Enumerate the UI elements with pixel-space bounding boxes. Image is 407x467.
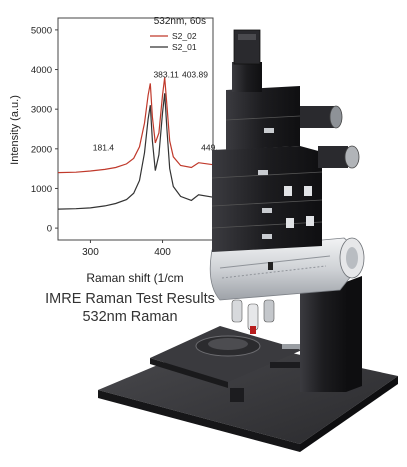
legend-label: S2_01 (172, 42, 197, 52)
peak-annotation: 181.4 (93, 142, 115, 152)
side-camera-upper (300, 106, 334, 128)
top-tube (232, 62, 262, 92)
support-column (300, 282, 346, 392)
y-tick-label: 2000 (31, 144, 52, 155)
y-tick-label: 3000 (31, 105, 52, 116)
objective-lens (231, 299, 243, 323)
peak-annotation: 403.89 (182, 69, 208, 79)
y-tick-label: 0 (47, 224, 52, 235)
series-line-S2_01 (57, 93, 214, 210)
x-axis-label: Raman shift (1/cm (86, 271, 183, 285)
series-line-S2_02 (57, 77, 214, 174)
base-plate-edge (98, 390, 300, 452)
plot-area (57, 17, 214, 241)
x-tick-label: 300 (82, 247, 99, 258)
control-knob (264, 128, 274, 133)
chart-title: 532nm, 60s (154, 16, 206, 27)
y-axis-label: Intensity (a.u.) (9, 95, 21, 165)
y-tick-label: 4000 (31, 65, 52, 76)
body-module-1 (212, 146, 322, 206)
caption-line-1: IMRE Raman Test Results (45, 291, 215, 307)
caption: IMRE Raman Test Results 532nm Raman (0, 290, 260, 326)
peak-annotation: 383.11 (153, 69, 179, 79)
x-tick-label: 400 (154, 247, 171, 258)
control-knob (262, 234, 272, 239)
caption-line-2: 532nm Raman (82, 309, 178, 325)
legend-label: S2_02 (172, 31, 197, 41)
y-tick-label: 5000 (31, 25, 52, 36)
peak-annotation: 449. (201, 142, 218, 152)
control-knob (262, 208, 272, 213)
y-tick-label: 1000 (31, 184, 52, 195)
body-module-2 (212, 200, 322, 252)
stage-knob (270, 362, 300, 368)
control-knob (258, 170, 268, 175)
objective-lens (263, 299, 275, 323)
side-camera-lower (318, 146, 348, 168)
